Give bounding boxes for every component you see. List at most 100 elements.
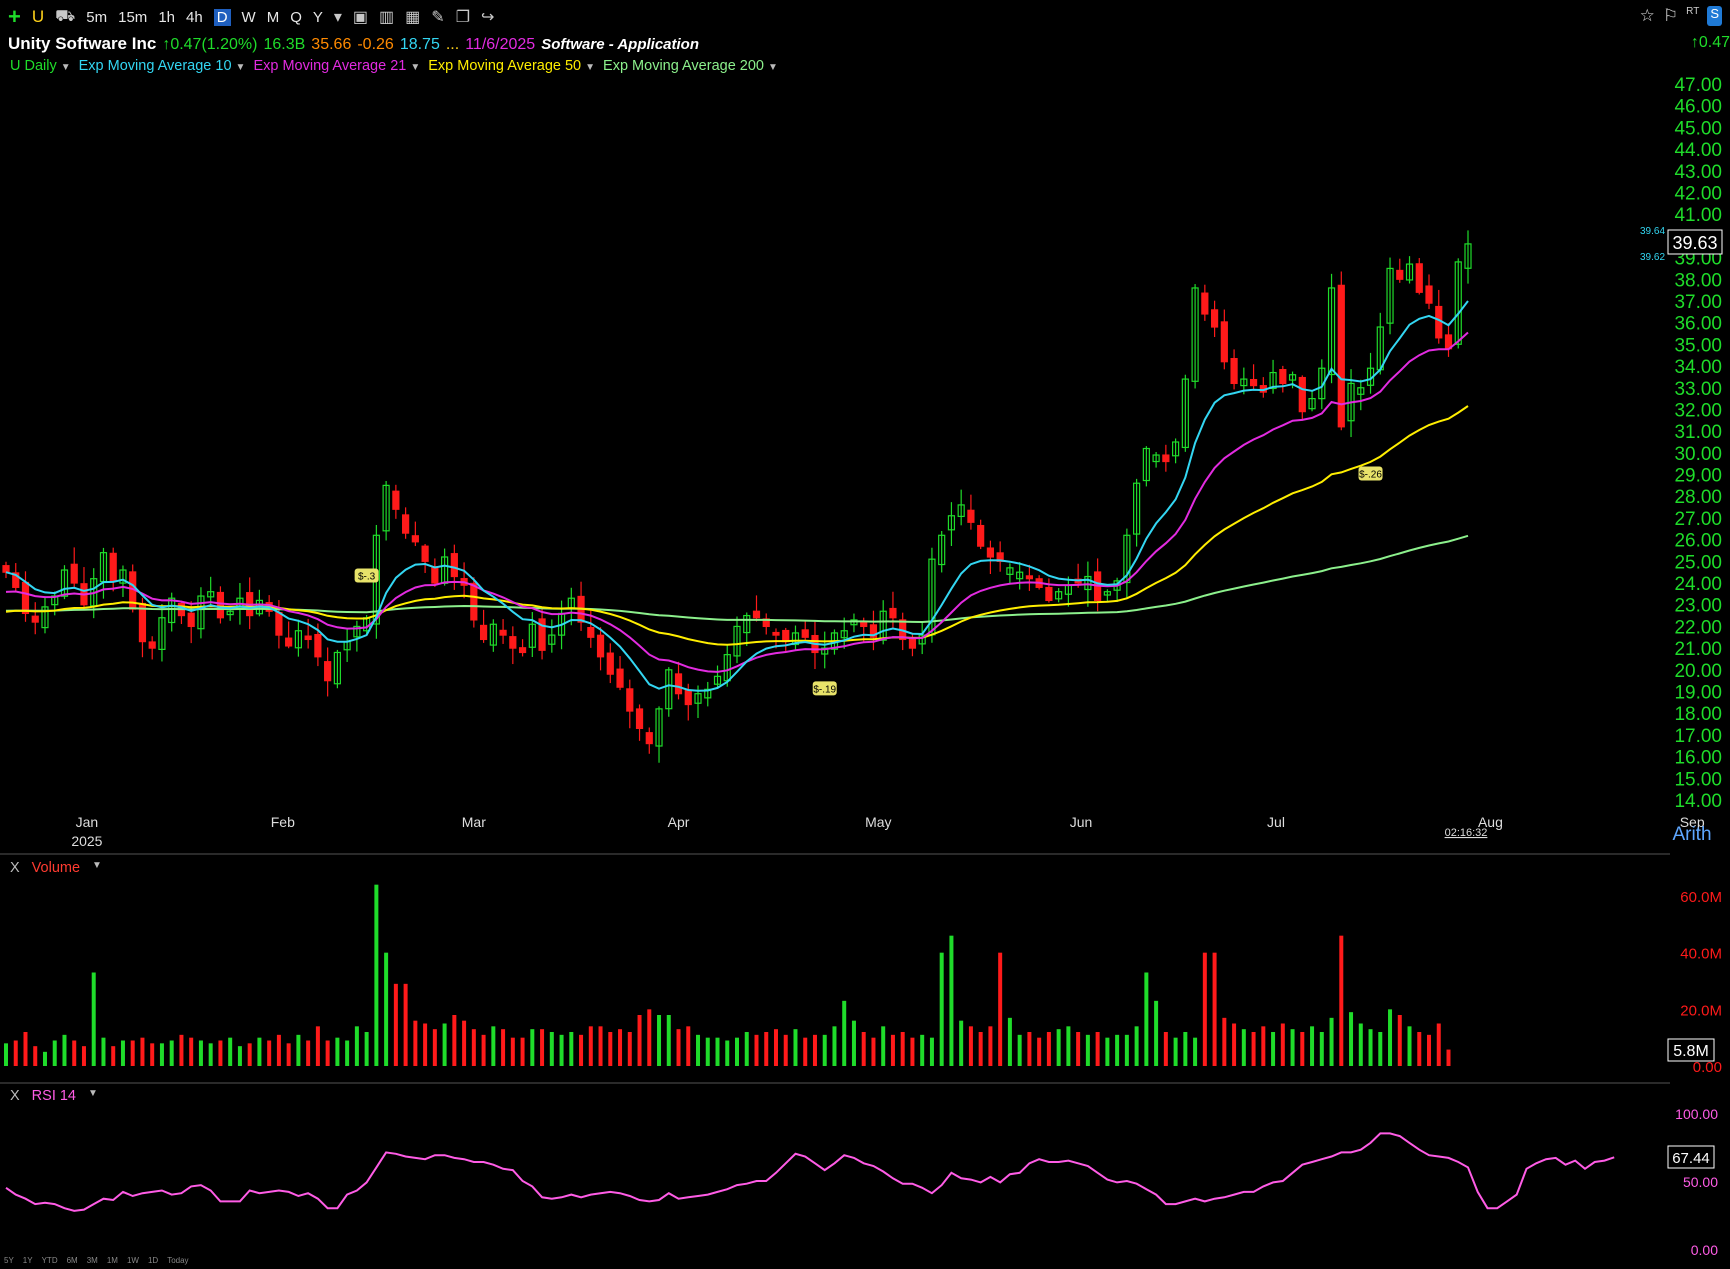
candle-body [392, 490, 400, 510]
volume-bar [237, 1046, 242, 1066]
volume-bar [832, 1026, 837, 1066]
volume-bar [764, 1032, 769, 1066]
candle-body [1425, 285, 1433, 304]
candle-body [869, 624, 878, 638]
candle-body [353, 625, 361, 638]
chart-type-icon[interactable]: ▣ [352, 9, 369, 26]
candle-body [1074, 578, 1082, 584]
volume-bar [257, 1037, 262, 1066]
star-icon[interactable]: ☆ [1639, 6, 1655, 25]
candle-body [665, 669, 673, 710]
chevron-down-icon[interactable]: ▼ [410, 62, 421, 73]
car-icon[interactable]: ⛟ [55, 8, 76, 25]
interval-15m[interactable]: 15m [118, 8, 148, 26]
candle-body [626, 688, 634, 712]
interval-1h[interactable]: 1h [158, 8, 175, 26]
earnings-label: $-.19 [813, 684, 836, 695]
chevron-down-icon[interactable]: ▾ [333, 9, 342, 26]
volume-bar [744, 1032, 749, 1066]
interval-w[interactable]: W [241, 8, 256, 26]
volume-bar [130, 1040, 135, 1066]
volume-bar [1193, 1037, 1198, 1066]
volume-bar [501, 1029, 506, 1066]
volume-close-button[interactable]: X [10, 860, 20, 876]
share-icon[interactable]: ↪ [481, 9, 495, 26]
candle-body [109, 552, 117, 582]
chevron-down-icon[interactable]: ▼ [60, 62, 71, 73]
volume-bar [62, 1034, 67, 1066]
interval-d[interactable]: D [213, 8, 231, 26]
candle-body [694, 693, 702, 704]
candle-body [899, 619, 907, 641]
legend-item-daily[interactable]: U Daily ▼ [10, 58, 71, 74]
volume-bar [773, 1029, 778, 1066]
timeframe-1d[interactable]: 1D [147, 1256, 159, 1265]
legend-item-ema21[interactable]: Exp Moving Average 21 ▼ [253, 58, 421, 74]
ema-lines [5, 300, 1469, 692]
volume-bar [881, 1026, 886, 1066]
pencil-icon[interactable]: ✎ [431, 9, 445, 26]
timeframe-1y[interactable]: 1Y [22, 1256, 33, 1265]
timeframe-ytd[interactable]: YTD [41, 1256, 58, 1265]
candle-body [158, 617, 166, 651]
interval-m[interactable]: M [266, 8, 280, 26]
calendar-icon[interactable]: ▦ [405, 9, 421, 26]
volume-bar [1212, 952, 1217, 1066]
candle-body [1181, 378, 1189, 449]
volume-bar [579, 1034, 584, 1066]
candle-body [967, 509, 975, 523]
symbol-button[interactable]: U [31, 7, 45, 26]
volume-title[interactable]: Volume [31, 860, 81, 876]
timeframe-3m[interactable]: 3M [86, 1256, 98, 1265]
candle-body [1308, 398, 1316, 410]
rsi-title[interactable]: RSI 14 [31, 1088, 77, 1104]
volume-bar [1388, 1009, 1393, 1066]
price-tick-label: 26.00 [1674, 531, 1722, 552]
price-tick-label: 42.00 [1674, 183, 1722, 204]
company-name: Unity Software Inc [8, 34, 157, 53]
timeframe-1m[interactable]: 1M [106, 1256, 118, 1265]
candle-body [1210, 309, 1219, 328]
candle-body [1318, 367, 1326, 400]
interval-y[interactable]: Y [312, 8, 323, 26]
chevron-down-icon[interactable]: ▼ [92, 860, 102, 871]
timeframe-today[interactable]: Today [167, 1256, 189, 1265]
volume-bar [520, 1037, 525, 1066]
volume-bar [1261, 1026, 1266, 1066]
volume-bar [169, 1040, 174, 1066]
interval-4h[interactable]: 4h [186, 8, 203, 26]
candle-body [1298, 376, 1306, 413]
chevron-down-icon[interactable]: ▼ [235, 62, 246, 73]
legend-item-ema50[interactable]: Exp Moving Average 50 ▼ [428, 58, 596, 74]
volume-bar [676, 1029, 681, 1066]
timeframe-1w[interactable]: 1W [126, 1256, 139, 1265]
header-ellipsis[interactable]: ... [445, 36, 460, 53]
chevron-down-icon[interactable]: ▼ [88, 1088, 98, 1099]
rt-icon[interactable]: RT [1686, 6, 1700, 17]
timeframe-5y[interactable]: 5Y [4, 1256, 14, 1265]
price-tick-label: 20.00 [1674, 661, 1722, 682]
volume-bar [1378, 1032, 1383, 1066]
bars-icon[interactable]: ▥ [379, 9, 395, 26]
x-axis: Jan Feb Mar Apr May Jun Jul Aug Sep 2025 [71, 814, 1705, 849]
volume-bar [686, 1026, 691, 1066]
volume-bar [432, 1029, 437, 1066]
timeframe-6m[interactable]: 6M [66, 1256, 78, 1265]
chevron-down-icon[interactable]: ▼ [585, 62, 596, 73]
settings-icon[interactable]: S [1707, 6, 1722, 26]
chevron-down-icon[interactable]: ▼ [767, 62, 778, 73]
legend-item-ema200[interactable]: Exp Moving Average 200 ▼ [603, 58, 778, 74]
volume-bar [1085, 1034, 1090, 1066]
flag-icon[interactable]: ⚐ [1662, 6, 1679, 25]
volume-bar [335, 1037, 340, 1066]
volume-bar [42, 1051, 47, 1066]
interval-5m[interactable]: 5m [86, 8, 108, 26]
legend-item-ema10[interactable]: Exp Moving Average 10 ▼ [78, 58, 246, 74]
price-tick-label: 31.00 [1674, 422, 1722, 443]
rsi-close-button[interactable]: X [10, 1088, 20, 1104]
volume-bar [442, 1023, 447, 1066]
add-symbol-button[interactable]: + [8, 4, 21, 29]
interval-q[interactable]: Q [290, 8, 302, 26]
layers-icon[interactable]: ❐ [455, 9, 471, 26]
